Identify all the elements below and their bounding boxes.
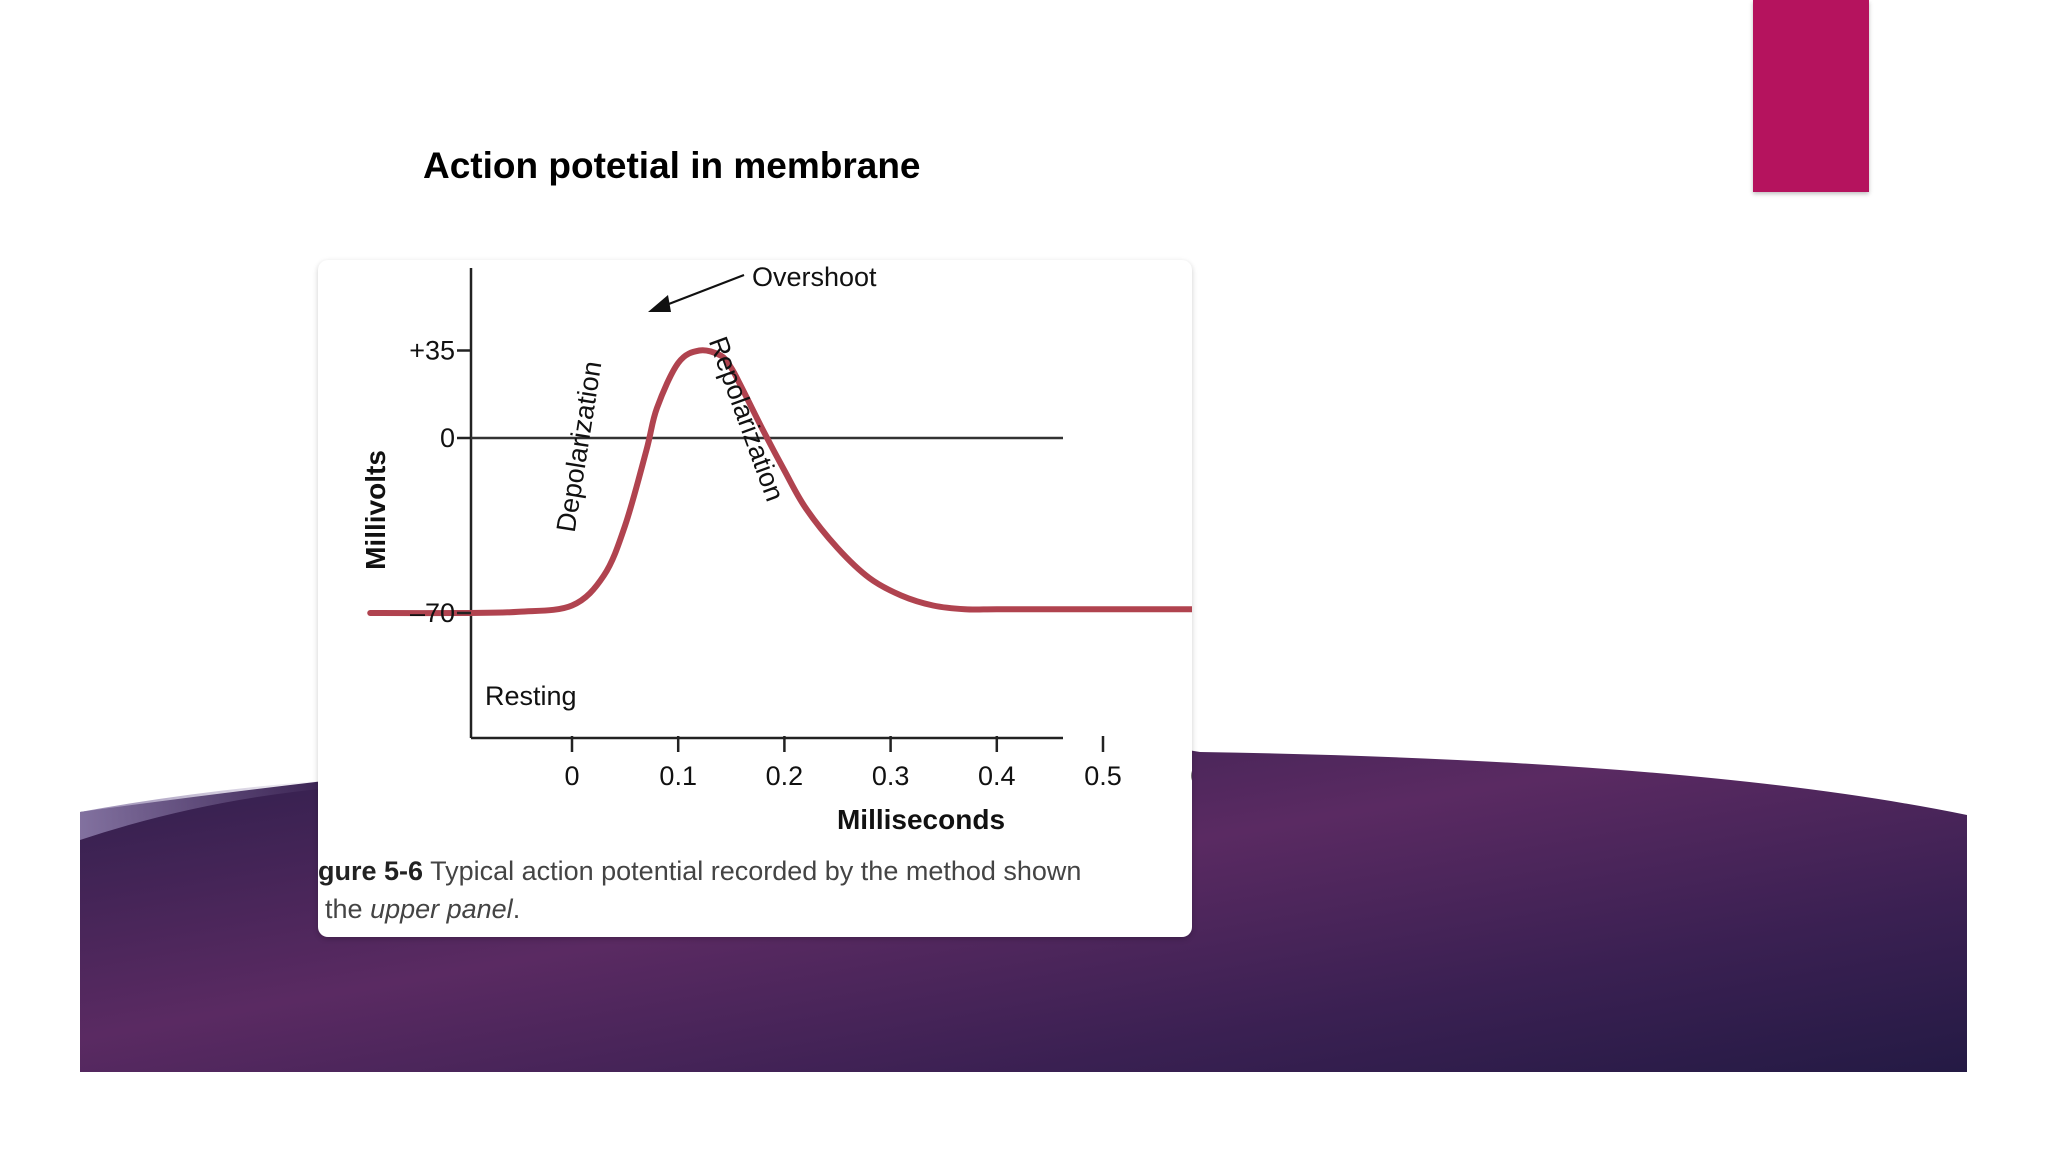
action-potential-chart: Milliseconds Millivolts +35 0 –70 0 0.1 0.2 0.3… [360, 262, 1192, 835]
caption-figure-number: gure 5-6 [318, 856, 424, 886]
series-line [367, 347, 1192, 617]
caption-text-1: Typical action potential recorded by the… [430, 856, 1082, 886]
caption-line2-suffix: . [512, 894, 521, 924]
x-tick-label: 0.4 [978, 761, 1016, 791]
caption-line-1: gure 5-6 Typical action potential record… [318, 852, 1192, 890]
x-tick-label: 0.1 [659, 761, 697, 791]
caption-line2-prefix: the [325, 894, 363, 924]
caption-line-2: the upper panel. [318, 890, 1192, 928]
y-tick-label: 0 [440, 423, 455, 453]
annotation-repolarization: Repolarization [703, 333, 790, 505]
x-tick-label: 0.3 [872, 761, 910, 791]
slide-title: Action potetial in membrane [423, 145, 921, 186]
x-axis-title: Milliseconds [837, 804, 1005, 835]
chart-annotations: Overshoot Depolarization Repolarization Res… [485, 262, 877, 711]
accent-block [1753, 0, 1869, 192]
y-tick-label: +35 [409, 336, 455, 366]
y-tick-label: –70 [410, 598, 455, 628]
x-tick-label: 0.6 [1190, 761, 1192, 791]
x-tick-label: 0 [564, 761, 579, 791]
overshoot-arrow-head [648, 295, 671, 312]
figure-caption: gure 5-6 Typical action potential record… [318, 852, 1192, 928]
annotation-depolarization: Depolarization [551, 359, 608, 534]
chart-series-layer [367, 347, 1192, 617]
x-tick-label: 0.5 [1084, 761, 1122, 791]
x-tick-label: 0.2 [766, 761, 804, 791]
figure-card: Milliseconds Millivolts +35 0 –70 0 0.1 0.2 0.3… [318, 260, 1192, 937]
overshoot-arrow-line [660, 273, 745, 309]
caption-line2-italic: upper panel [370, 894, 513, 924]
annotation-overshoot: Overshoot [752, 262, 877, 292]
band-sheen [80, 780, 330, 840]
annotation-resting: Resting [485, 681, 577, 711]
y-axis-title: Millivolts [360, 450, 391, 570]
